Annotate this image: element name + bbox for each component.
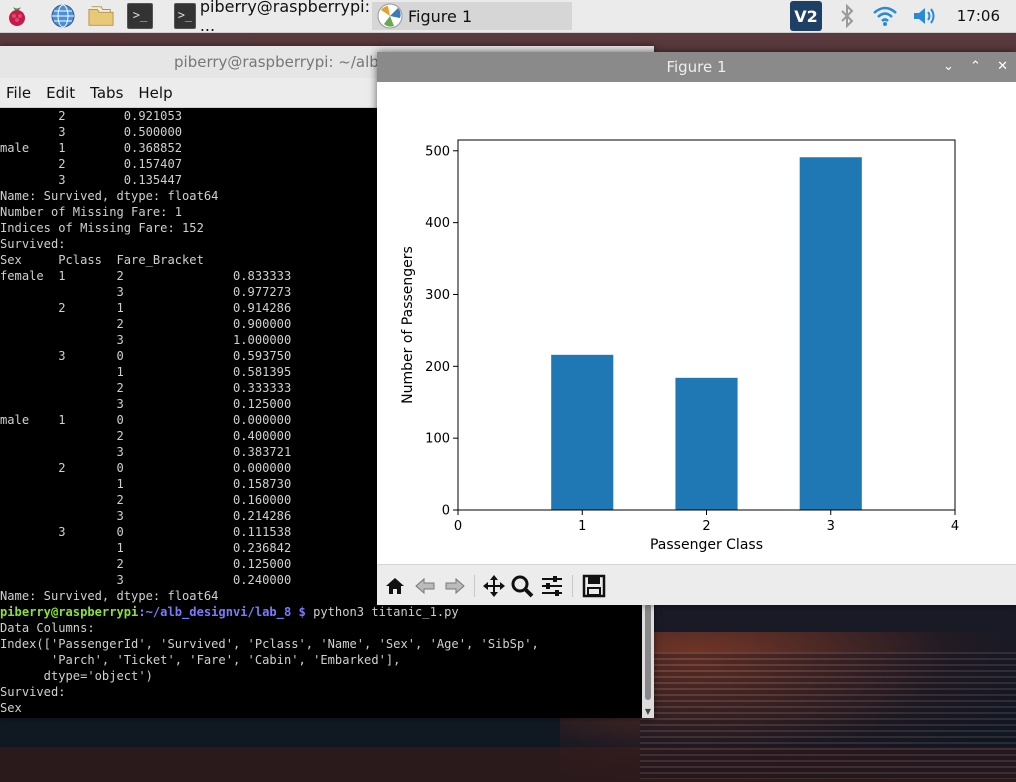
terminal-task-icon: >_ (174, 3, 196, 29)
terminal-line: 3 1.000000 (0, 333, 292, 347)
menu-help[interactable]: Help (138, 83, 173, 102)
figure-toolbar (377, 564, 1016, 605)
save-icon[interactable] (581, 573, 607, 599)
web-browser-icon[interactable] (50, 3, 76, 29)
bluetooth-icon[interactable] (834, 3, 860, 29)
bar-chart: 0 1 2 3 4 0 100 200 300 400 500 Passenger Class Numb… (400, 139, 959, 553)
figure-title: Figure 1 (666, 58, 727, 76)
toolbar-separator (474, 575, 475, 597)
terminal-line: male 1 0 0.000000 (0, 413, 292, 427)
taskbar-task-label: Figure 1 (408, 6, 473, 26)
y-tick-label: 400 (425, 216, 450, 231)
file-manager-icon[interactable] (88, 3, 114, 29)
terminal-line: 3 0.500000 (0, 125, 183, 139)
prompt-command: python3 titanic_1.py (305, 605, 459, 619)
terminal-line: dtype='object') (0, 669, 153, 683)
terminal-line: 3 0.125000 (0, 397, 292, 411)
terminal-line: 3 0 0.111538 (0, 525, 292, 539)
home-icon[interactable] (382, 573, 408, 599)
y-tick-label: 300 (425, 288, 450, 303)
x-tick-label: 3 (827, 519, 835, 534)
scroll-down-arrow-icon[interactable]: ▼ (644, 707, 652, 716)
terminal-output[interactable]: 2 0.921053 3 0.500000 male 1 0.368852 2 0… (0, 108, 640, 718)
bar-class-3 (799, 157, 862, 510)
forward-icon[interactable] (442, 573, 468, 599)
terminal-line: Name: Survived, dtype: float64 (0, 589, 219, 603)
terminal-line: 2 0.333333 (0, 381, 292, 395)
terminal-line: Name: Survived, dtype: float64 (0, 189, 219, 203)
taskbar-task-terminal[interactable]: >_ piberry@raspberrypi: ... (170, 0, 370, 35)
zoom-icon[interactable] (509, 573, 535, 599)
terminal-line: 3 0.977273 (0, 285, 292, 299)
x-tick-label: 1 (578, 519, 586, 534)
terminal-line: Index(['PassengerId', 'Survived', 'Pclas… (0, 637, 539, 651)
terminal-line: 1 0.236842 (0, 541, 292, 555)
terminal-line: Number of Missing Fare: 1 (0, 205, 183, 219)
terminal-prompt-line: piberry@raspberrypi:~/alb_designvi/lab_8… (0, 604, 640, 620)
terminal-line: 3 0.135447 (0, 173, 183, 187)
terminal-line: 3 0.240000 (0, 573, 292, 587)
maximize-icon[interactable]: ⌃ (970, 59, 981, 74)
terminal-line: 3 0.214286 (0, 509, 292, 523)
wallpaper-sea (640, 652, 1016, 779)
terminal-line: 2 0.921053 (0, 109, 183, 123)
configure-subplots-icon[interactable] (539, 573, 565, 599)
raspberry-menu-icon[interactable] (4, 3, 30, 29)
y-tick-label: 0 (442, 504, 450, 519)
vnc-icon[interactable]: V2 (790, 1, 822, 31)
toolbar-separator (572, 575, 573, 597)
taskbar: >_ >_ piberry@raspberrypi: ... Figure 1 … (0, 0, 1016, 35)
terminal-line: 2 0.900000 (0, 317, 292, 331)
menu-tabs[interactable]: Tabs (90, 83, 124, 102)
figure-titlebar[interactable]: Figure 1 ⌄ ⌃ ✕ (377, 52, 1016, 82)
terminal-line: 2 0 0.000000 (0, 461, 292, 475)
taskbar-task-label: piberry@raspberrypi: ... (199, 0, 370, 35)
scrollbar-thumb[interactable] (645, 604, 651, 700)
terminal-line: 1 0.581395 (0, 365, 292, 379)
terminal-line: Sex Pclass Fare_Bracket (0, 253, 204, 267)
terminal-icon[interactable]: >_ (127, 3, 153, 29)
back-icon[interactable] (412, 573, 438, 599)
terminal-line: 2 0.400000 (0, 429, 292, 443)
terminal-line: 1 0.158730 (0, 477, 292, 491)
terminal-line: 3 0 0.593750 (0, 349, 292, 363)
volume-icon[interactable] (912, 3, 938, 29)
x-tick-label: 2 (702, 519, 710, 534)
terminal-line: 2 0.157407 (0, 157, 183, 171)
terminal-line: Indices of Missing Fare: 152 (0, 221, 204, 235)
terminal-line: Survived: (0, 685, 66, 699)
menu-file[interactable]: File (6, 83, 32, 102)
bar-class-1 (551, 354, 614, 510)
terminal-line: 2 1 0.914286 (0, 301, 292, 315)
taskbar-task-figure[interactable]: Figure 1 (372, 2, 572, 30)
y-tick-label: 200 (425, 360, 450, 375)
x-tick-label: 0 (454, 519, 462, 534)
prompt-user: piberry@raspberrypi (0, 605, 139, 619)
terminal-line: female 1 2 0.833333 (0, 269, 292, 283)
taskbar-clock[interactable]: 17:06 (956, 7, 1000, 25)
figure-window[interactable]: Figure 1 ⌄ ⌃ ✕ 0 1 2 3 4 0 100 200 300 400 500 Pass… (377, 52, 1016, 605)
close-icon[interactable]: ✕ (997, 59, 1008, 74)
wifi-icon[interactable] (872, 3, 898, 29)
x-axis-label: Passenger Class (650, 537, 763, 553)
prompt-path: :~/alb_designvi/lab_8 $ (138, 605, 306, 619)
y-axis-label: Number of Passengers (400, 246, 416, 404)
matplotlib-icon (377, 3, 403, 29)
y-tick-label: 100 (425, 432, 450, 447)
terminal-line: 2 0.125000 (0, 557, 292, 571)
terminal-line: male 1 0.368852 (0, 141, 183, 155)
terminal-line: Survived: (0, 237, 66, 251)
menu-edit[interactable]: Edit (46, 83, 76, 102)
terminal-line: Sex (0, 701, 22, 715)
x-tick-label: 4 (951, 519, 959, 534)
terminal-line: 2 0.160000 (0, 493, 292, 507)
terminal-line: 3 0.383721 (0, 445, 292, 459)
minimize-icon[interactable]: ⌄ (943, 59, 954, 74)
bar-class-2 (675, 377, 738, 510)
y-tick-label: 500 (425, 144, 450, 159)
terminal-title: piberry@raspberrypi: ~/alb_d (174, 53, 396, 71)
pan-icon[interactable] (481, 573, 507, 599)
terminal-line: 'Parch', 'Ticket', 'Fare', 'Cabin', 'Emb… (0, 653, 401, 667)
terminal-line: Data Columns: (0, 621, 95, 635)
